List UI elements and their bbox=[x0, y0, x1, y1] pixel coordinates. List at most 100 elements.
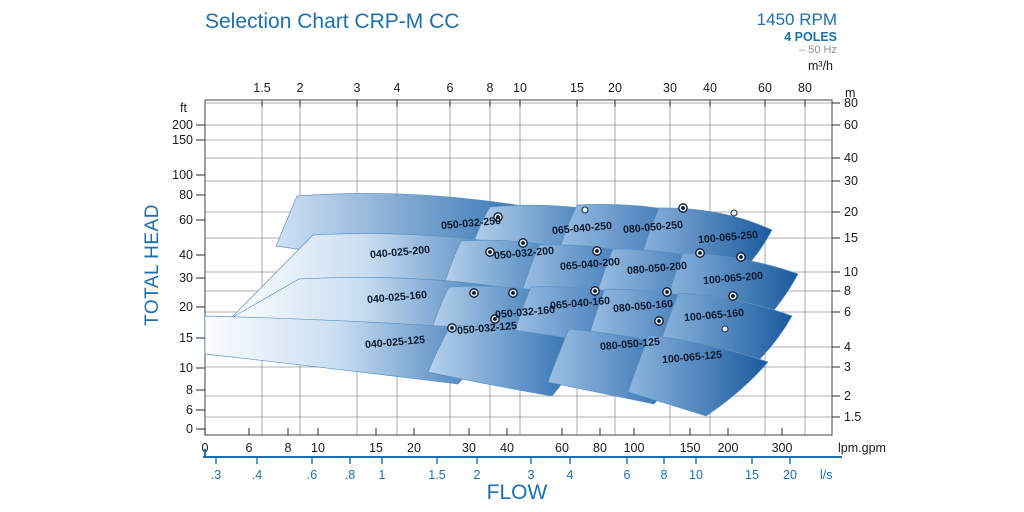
left-unit-label: ft bbox=[180, 101, 187, 115]
duty-point-core bbox=[493, 317, 497, 321]
top-tick-label: 20 bbox=[608, 81, 622, 95]
model-label-065-040-250: 065-040-250 bbox=[552, 220, 613, 237]
top-tick-label: 3 bbox=[354, 81, 361, 95]
flow-axis-title: FLOW bbox=[487, 481, 548, 504]
top-tick-label: 80 bbox=[798, 81, 812, 95]
ls-tick-label: .4 bbox=[252, 468, 262, 482]
bottom-tick-label: 80 bbox=[593, 441, 607, 455]
top-tick-label: 10 bbox=[513, 81, 527, 95]
right-tick-label: 6 bbox=[844, 305, 851, 319]
duty-point-core bbox=[595, 249, 599, 253]
bottom-tick-label: 60 bbox=[555, 441, 569, 455]
left-tick-label: 60 bbox=[179, 213, 193, 227]
left-tick-label: 80 bbox=[179, 188, 193, 202]
model-label-050-032-160: 050-032-160 bbox=[495, 304, 556, 321]
duty-point-core bbox=[665, 290, 669, 294]
ls-tick-label: 2 bbox=[474, 468, 481, 482]
left-tick-label: 8 bbox=[186, 383, 193, 397]
ls-tick-label: 4 bbox=[567, 468, 574, 482]
duty-point-core bbox=[521, 241, 525, 245]
right-tick-label: 80 bbox=[844, 96, 858, 110]
left-tick-label: 0 bbox=[186, 422, 193, 436]
right-tick-label: 2 bbox=[844, 389, 851, 403]
right-tick-label: 15 bbox=[844, 231, 858, 245]
left-tick-label: 40 bbox=[179, 248, 193, 262]
model-label-065-040-200: 065-040-200 bbox=[560, 256, 621, 273]
model-label-040-025-160: 040-025-160 bbox=[367, 289, 428, 306]
top-tick-label: 4 bbox=[394, 81, 401, 95]
ls-tick-label: 1.5 bbox=[428, 468, 445, 482]
ls-tick-label: 15 bbox=[745, 468, 759, 482]
right-tick-label: 60 bbox=[844, 118, 858, 132]
model-label-050-032-200: 050-032-200 bbox=[494, 245, 555, 262]
bottom-tick-label: 0 bbox=[202, 441, 209, 455]
left-tick-label: 100 bbox=[172, 168, 193, 182]
ls-tick-label: 8 bbox=[661, 468, 668, 482]
bottom-tick-label: 300 bbox=[772, 441, 793, 455]
duty-point-core bbox=[698, 251, 702, 255]
right-tick-label: 10 bbox=[844, 265, 858, 279]
model-label-100-065-125: 100-065-125 bbox=[662, 349, 723, 366]
ls-tick-label: 20 bbox=[783, 468, 797, 482]
top-tick-label: 2 bbox=[297, 81, 304, 95]
duty-point-core bbox=[472, 291, 476, 295]
model-label-080-050-200: 080-050-200 bbox=[627, 260, 688, 277]
ls-tick-label: .3 bbox=[211, 468, 221, 482]
right-tick-label: 20 bbox=[844, 205, 858, 219]
envelope-100-065-125 bbox=[627, 334, 769, 417]
left-tick-label: 30 bbox=[179, 271, 193, 285]
bottom-tick-label: 150 bbox=[680, 441, 701, 455]
model-labels: 050-032-250 065-040-250 080-050-250 100-065… bbox=[365, 215, 764, 366]
right-unit-label: m bbox=[845, 86, 855, 100]
ls-tick-label: 6 bbox=[624, 468, 631, 482]
bottom-tick-label: 200 bbox=[718, 441, 739, 455]
bottom-tick-label: 40 bbox=[500, 441, 514, 455]
top-tick-label: 60 bbox=[758, 81, 772, 95]
model-label-080-050-125: 080-050-125 bbox=[600, 336, 661, 353]
right-tick-label: 1.5 bbox=[844, 410, 861, 424]
left-tick-label: 15 bbox=[179, 331, 193, 345]
top-tick-label: 1.5 bbox=[253, 81, 270, 95]
total-head-axis-title: TOTAL HEAD bbox=[142, 204, 163, 326]
right-tick-label: 3 bbox=[844, 360, 851, 374]
model-label-065-040-160: 065-040-160 bbox=[550, 295, 611, 312]
poles-label: 4 POLES bbox=[784, 29, 837, 44]
left-tick-label: 20 bbox=[179, 300, 193, 314]
ls-scale: .3 .4 .6 .8 1 1.5 2 3 4 6 8 10 15 20 l/s bbox=[203, 449, 842, 482]
right-tick-label: 30 bbox=[844, 174, 858, 188]
pump-envelopes bbox=[204, 193, 799, 417]
duty-point-core bbox=[511, 291, 515, 295]
duty-point-core bbox=[450, 326, 454, 330]
frequency-label: – 50 Hz bbox=[799, 43, 837, 56]
left-tick-label: 6 bbox=[186, 403, 193, 417]
rpm-label: 1450 RPM bbox=[756, 10, 837, 29]
duty-point-open bbox=[721, 325, 729, 333]
ls-unit-label: l/s bbox=[820, 468, 833, 482]
duty-point-core bbox=[731, 294, 735, 298]
ls-tick-label: .6 bbox=[307, 468, 317, 482]
left-tick-label: 150 bbox=[172, 133, 193, 147]
axes: 1.5 2 3 4 6 8 10 15 20 30 40 60 80200150100806040302… bbox=[172, 59, 886, 455]
right-tick-label: 40 bbox=[844, 151, 858, 165]
duty-point-core bbox=[657, 319, 661, 323]
duty-point-core bbox=[593, 289, 597, 293]
duty-point-core bbox=[681, 206, 685, 210]
bottom-tick-label: 10 bbox=[311, 441, 325, 455]
duty-point-core bbox=[488, 250, 492, 254]
top-tick-label: 15 bbox=[570, 81, 584, 95]
left-tick-label: 200 bbox=[172, 118, 193, 132]
page-title: Selection Chart CRP-M CC bbox=[205, 10, 460, 33]
top-tick-label: 6 bbox=[447, 81, 454, 95]
ls-tick-label: 10 bbox=[689, 468, 703, 482]
top-tick-label: 30 bbox=[663, 81, 677, 95]
left-tick-label: 10 bbox=[179, 361, 193, 375]
top-tick-label: 40 bbox=[703, 81, 717, 95]
model-label-100-065-160: 100-065-160 bbox=[684, 307, 745, 324]
duty-point-open bbox=[730, 209, 738, 217]
ls-tick-label: 3 bbox=[528, 468, 535, 482]
model-label-080-050-160: 080-050-160 bbox=[613, 298, 674, 315]
bottom-tick-label: 6 bbox=[246, 441, 253, 455]
top-unit-label: m³/h bbox=[808, 59, 833, 73]
